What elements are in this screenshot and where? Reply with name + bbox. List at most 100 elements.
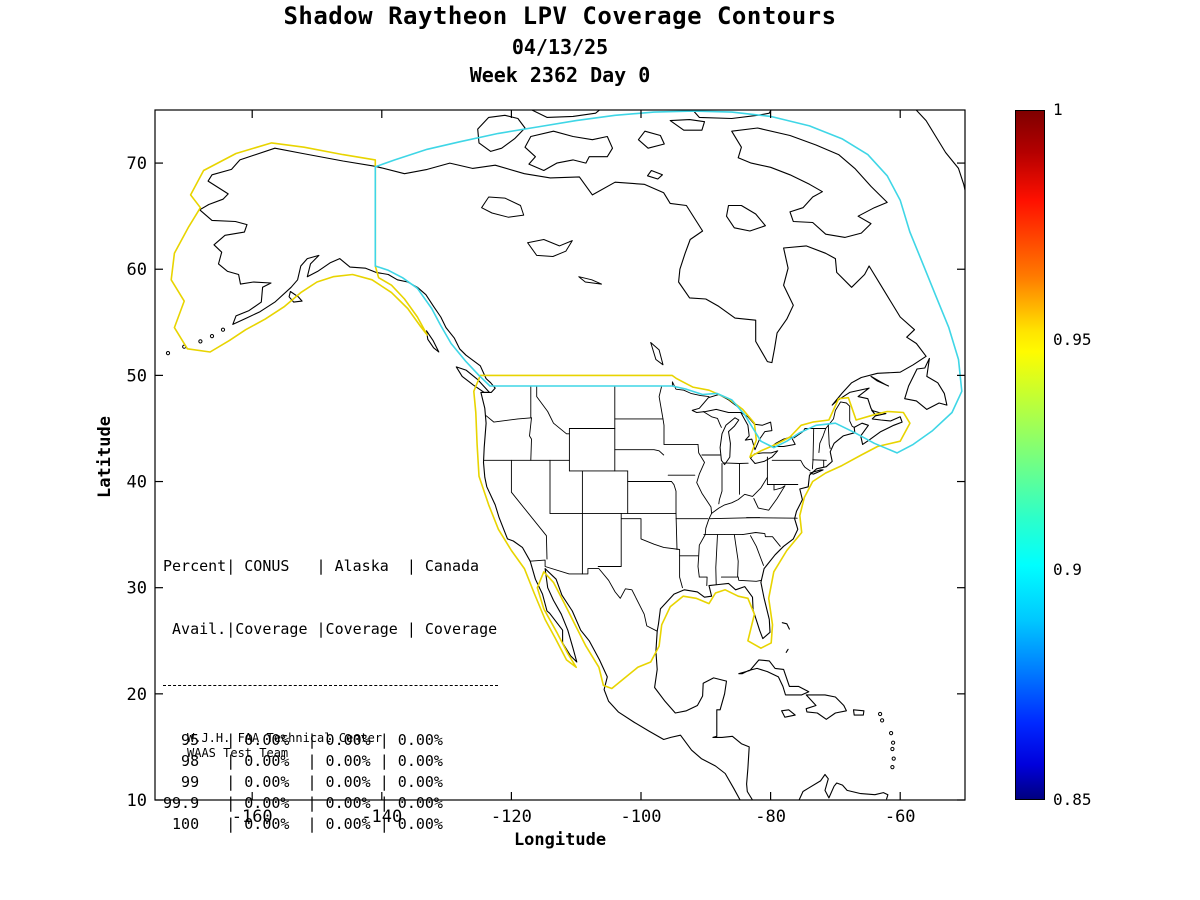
- wa-or-border: [485, 415, 532, 423]
- ok-tx-border: [621, 518, 683, 589]
- x-tick-label: -160: [232, 807, 273, 827]
- melville-island: [530, 110, 601, 118]
- id-west-border: [529, 385, 532, 461]
- title-block: Shadow Raytheon LPV Coverage Contours 04…: [155, 0, 965, 87]
- small-island: [891, 740, 896, 745]
- lake-michigan: [719, 417, 740, 466]
- vancouver-island: [455, 366, 490, 393]
- coverage-table-row: 100 | 0.00% | 0.00% | 0.00%: [163, 815, 443, 833]
- colorbar: [1015, 110, 1045, 800]
- canada-coverage-contour: [374, 110, 963, 454]
- small-island: [880, 718, 885, 723]
- mi-in-oh-border: [723, 462, 749, 464]
- haida-gwaii: [425, 330, 440, 353]
- figure-subtitle-week: Week 2362 Day 0: [469, 63, 651, 87]
- small-island: [220, 327, 226, 332]
- y-tick-label: 40: [127, 473, 147, 493]
- coverage-table-header-1: Percent| CONUS | Alaska | Canada: [163, 557, 480, 575]
- y-tick-label: 70: [127, 154, 147, 174]
- coverage-table-separator: [163, 685, 498, 686]
- ok-ar-border: [675, 512, 678, 550]
- somerset-island: [669, 119, 706, 131]
- ms-al-border: [715, 534, 718, 585]
- coverage-table-row: 99.9 | 0.00% | 0.00% | 0.00%: [163, 794, 443, 812]
- small-island: [209, 334, 215, 339]
- coverage-table-header-2: Avail.|Coverage |Coverage | Coverage: [163, 620, 498, 638]
- y-tick-label: 10: [127, 791, 147, 811]
- coverage-table-row: 98 | 0.00% | 0.00% | 0.00%: [163, 752, 443, 770]
- lake-ontario: [771, 436, 796, 447]
- coverage-table-row: 99 | 0.00% | 0.00% | 0.00%: [163, 773, 443, 791]
- coverage-table-row: 95 | 0.00% | 0.00% | 0.00%: [163, 731, 443, 749]
- x-axis-label: Longitude: [513, 830, 607, 850]
- us-canada-49th-border: [489, 381, 710, 398]
- y-tick-label: 30: [127, 579, 147, 599]
- y-tick-label: 60: [127, 260, 147, 280]
- lake-huron: [740, 412, 773, 451]
- lake-erie: [750, 450, 779, 464]
- great-slave-lake: [527, 239, 573, 257]
- devon-island: [692, 110, 772, 120]
- conus-coverage-contour: [472, 374, 911, 690]
- colorbar-tick-label: 0.95: [1053, 330, 1092, 349]
- lake-winnipeg: [650, 342, 664, 366]
- mn-west-border: [658, 385, 665, 445]
- wi-mi-border: [702, 411, 722, 428]
- us-mexico-border: [529, 559, 658, 632]
- small-island: [198, 339, 203, 344]
- nc-sc-border: [742, 532, 781, 547]
- colorbar-tick-label: 0.9: [1053, 560, 1082, 579]
- y-tick-label: 50: [127, 366, 147, 386]
- anticosti-island: [870, 375, 890, 387]
- bahamas-bank-2: [785, 648, 789, 653]
- me-canada-border: [825, 401, 855, 429]
- victoria-island: [524, 130, 614, 172]
- id-mt-border: [536, 385, 570, 435]
- king-william-island: [646, 169, 663, 180]
- small-island: [890, 765, 895, 770]
- bahamas-bank-1: [781, 622, 790, 630]
- prince-of-wales-island: [637, 130, 665, 149]
- baffin-island: [731, 127, 888, 238]
- mo-ks-border: [671, 481, 677, 514]
- al-ga-border: [733, 534, 739, 578]
- small-island: [890, 746, 895, 752]
- vt-nh-border: [818, 428, 827, 454]
- small-island: [165, 351, 171, 356]
- md-panhandle-border: [773, 484, 786, 491]
- figure-title: Shadow Raytheon LPV Coverage Contours: [283, 2, 837, 30]
- nm-tx-border: [597, 512, 622, 567]
- ga-fl-border: [737, 576, 762, 582]
- hispaniola: [805, 694, 847, 720]
- figure-subtitle-date: 04/13/25: [511, 35, 609, 59]
- small-island: [878, 711, 883, 717]
- x-tick-label: -80: [755, 807, 786, 827]
- colorbar-tick-label: 1: [1053, 100, 1063, 119]
- puerto-rico: [852, 709, 865, 716]
- mississippi-river-border: [696, 443, 713, 578]
- ny-east-border: [811, 428, 815, 470]
- y-axis-label: Latitude: [95, 416, 115, 498]
- credit-text: W.J.H. FAA Technical Center WAAS Test Te…: [187, 731, 382, 761]
- ga-sc-border: [750, 535, 764, 566]
- coverage-table-rows: 95 | 0.00% | 0.00% | 0.00% 98 | 0.00% | …: [163, 730, 498, 835]
- ohio-river-border: [711, 476, 768, 514]
- va-wv-border: [753, 485, 786, 511]
- ca-nv-border: [510, 459, 548, 560]
- small-island: [891, 756, 896, 761]
- il-in-border: [718, 463, 723, 505]
- greenland-coast: [915, 110, 965, 193]
- x-tick-label: -100: [621, 807, 662, 827]
- banks-island: [477, 114, 526, 152]
- credit-line-1: W.J.H. FAA Technical Center: [187, 731, 383, 745]
- southampton-island: [725, 204, 766, 232]
- great-bear-lake: [481, 196, 525, 218]
- newfoundland: [904, 357, 948, 410]
- credit-line-2: WAAS Test Team: [187, 746, 289, 760]
- jamaica: [781, 709, 796, 718]
- long-island: [809, 469, 824, 475]
- cuba: [738, 659, 810, 696]
- small-island: [889, 731, 894, 736]
- x-tick-label: -140: [361, 807, 402, 827]
